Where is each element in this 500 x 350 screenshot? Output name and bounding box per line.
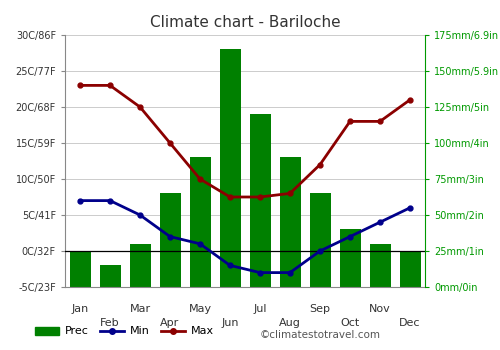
Bar (280, 158, 300, 287)
Text: May: May (188, 304, 212, 314)
Bar (190, 158, 210, 287)
Text: ©climatestotravel.com: ©climatestotravel.com (260, 329, 381, 340)
Bar (250, 114, 270, 287)
Text: Aug: Aug (279, 317, 301, 328)
Title: Climate chart - Bariloche: Climate chart - Bariloche (150, 15, 340, 30)
Bar (130, 244, 150, 287)
Text: Nov: Nov (369, 304, 391, 314)
Text: Feb: Feb (100, 317, 120, 328)
Text: Jul: Jul (254, 304, 267, 314)
Text: Sep: Sep (310, 304, 330, 314)
Text: Jun: Jun (221, 317, 239, 328)
Text: Jan: Jan (72, 304, 88, 314)
Text: Oct: Oct (340, 317, 359, 328)
Bar (70, 251, 90, 287)
Bar (100, 265, 120, 287)
Text: Dec: Dec (399, 317, 421, 328)
Bar (400, 251, 420, 287)
Text: Mar: Mar (130, 304, 150, 314)
Legend: Prec, Min, Max: Prec, Min, Max (30, 322, 218, 341)
Bar (310, 194, 330, 287)
Bar (160, 194, 180, 287)
Bar (220, 49, 240, 287)
Text: Apr: Apr (160, 317, 180, 328)
Bar (340, 229, 360, 287)
Bar (370, 244, 390, 287)
